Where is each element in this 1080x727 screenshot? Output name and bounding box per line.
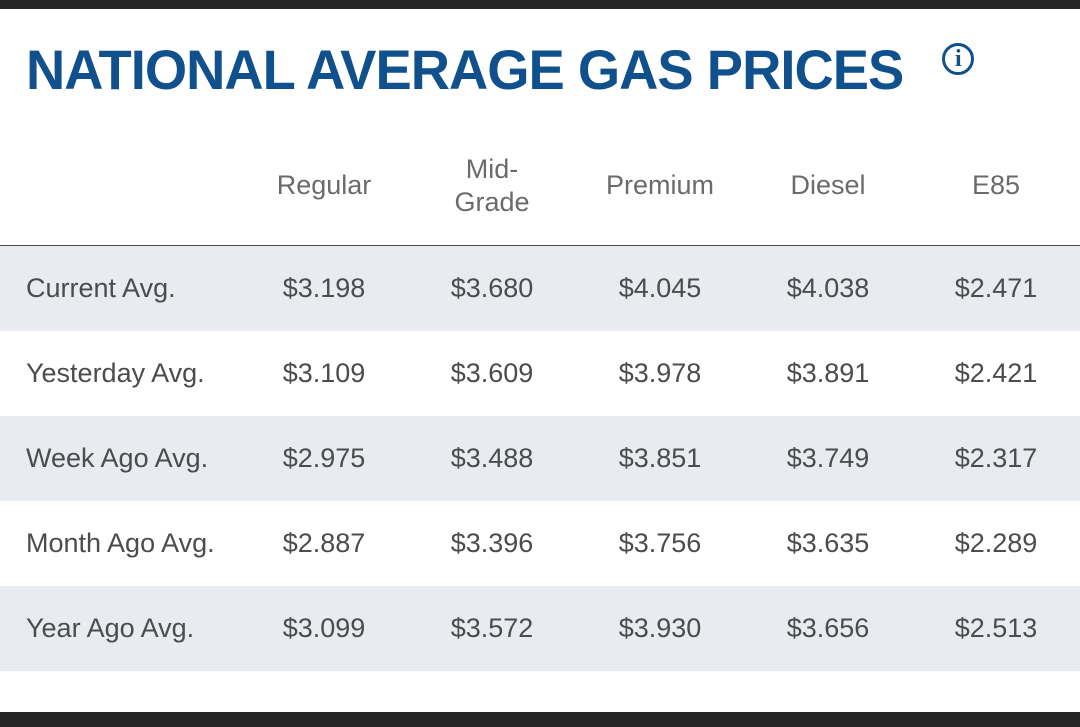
price-cell: $3.851 [618,442,702,473]
info-icon[interactable]: i [942,43,975,75]
column-header-label: Mid-Grade [454,153,530,218]
price-cell: $3.978 [618,357,702,388]
table-row-current-avg: Current Avg. $3.198 $3.680 $4.045 $4.038… [0,245,1080,331]
price-cell: $4.038 [786,272,870,303]
price-cell: $3.198 [282,272,366,303]
row-label: Month Ago Avg. [26,527,215,558]
price-cell: $2.421 [954,357,1038,388]
price-cell: $2.975 [282,442,366,473]
row-label: Yesterday Avg. [26,357,205,388]
price-cell: $3.635 [786,527,870,558]
price-cell: $2.289 [954,527,1038,558]
column-header-midgrade: Mid-Grade [408,153,576,221]
price-cell: $3.756 [618,527,702,558]
price-cell: $3.109 [282,357,366,388]
column-header-e85: E85 [912,169,1080,203]
column-header-label: E85 [971,170,1021,201]
price-cell: $3.609 [450,357,534,388]
column-header-label: Regular [276,170,372,201]
gas-price-table: Regular Mid-Grade Premium Diesel E85 Cur… [0,128,1080,671]
column-header-diesel: Diesel [744,169,912,203]
table-row-week-ago-avg: Week Ago Avg. $2.975 $3.488 $3.851 $3.74… [0,415,1080,501]
gas-prices-panel: NATIONAL AVERAGE GAS PRICES i Regular Mi… [0,9,1080,712]
column-header-regular: Regular [240,169,408,203]
table-row-yesterday-avg: Yesterday Avg. $3.109 $3.609 $3.978 $3.8… [0,330,1080,416]
top-frame-bar [0,0,1080,9]
column-header-label: Diesel [790,170,866,201]
price-cell: $2.471 [954,272,1038,303]
table-row-year-ago-avg: Year Ago Avg. $3.099 $3.572 $3.930 $3.65… [0,585,1080,671]
table-header-row: Regular Mid-Grade Premium Diesel E85 [0,128,1080,246]
price-cell: $2.513 [954,612,1038,643]
column-header-premium: Premium [576,169,744,203]
price-cell: $3.891 [786,357,870,388]
row-label: Current Avg. [26,272,176,303]
price-cell: $3.396 [450,527,534,558]
title-row: NATIONAL AVERAGE GAS PRICES i [0,9,1080,100]
price-cell: $3.680 [450,272,534,303]
row-label: Week Ago Avg. [26,442,209,473]
column-header-label: Premium [605,170,714,201]
price-cell: $2.887 [282,527,366,558]
price-cell: $4.045 [618,272,702,303]
price-cell: $3.656 [786,612,870,643]
row-label: Year Ago Avg. [26,612,195,643]
bottom-frame-bar [0,712,1080,727]
page-title: NATIONAL AVERAGE GAS PRICES [26,38,904,101]
price-cell: $3.572 [450,612,534,643]
price-cell: $3.930 [618,612,702,643]
price-cell: $3.749 [786,442,870,473]
price-cell: $3.099 [282,612,366,643]
price-cell: $3.488 [450,442,534,473]
table-row-month-ago-avg: Month Ago Avg. $2.887 $3.396 $3.756 $3.6… [0,500,1080,586]
price-cell: $2.317 [954,442,1038,473]
